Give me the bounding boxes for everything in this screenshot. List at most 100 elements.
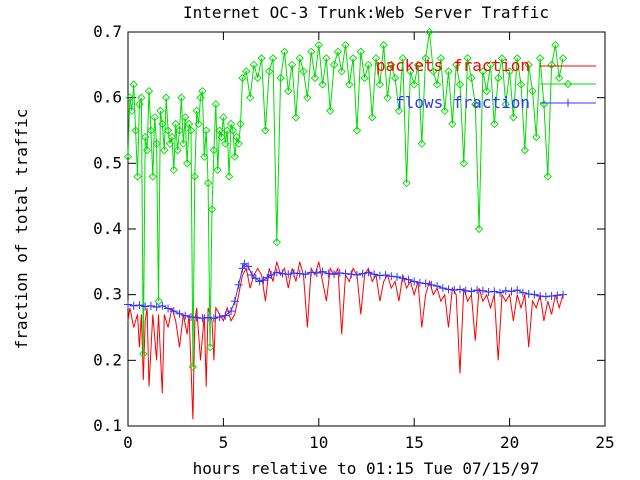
x-axis: 0 5 10 15 20 25 bbox=[123, 32, 615, 452]
data-point bbox=[284, 270, 293, 279]
data-point bbox=[196, 93, 205, 102]
data-point bbox=[226, 119, 236, 129]
data-point bbox=[505, 67, 514, 76]
y-tick-label: 0.5 bbox=[93, 153, 122, 172]
data-point bbox=[152, 303, 161, 312]
data-point bbox=[280, 47, 289, 56]
data-point bbox=[184, 119, 194, 129]
data-point bbox=[509, 113, 518, 122]
data-point bbox=[186, 126, 196, 135]
data-point bbox=[364, 268, 373, 277]
data-point bbox=[432, 80, 442, 89]
data-point bbox=[335, 268, 344, 277]
data-point bbox=[179, 139, 188, 148]
data-point bbox=[541, 292, 550, 301]
y-tick-label: 0.6 bbox=[93, 88, 122, 107]
data-point bbox=[230, 297, 239, 306]
data-point bbox=[467, 287, 476, 296]
data-point bbox=[203, 178, 213, 188]
data-point bbox=[141, 302, 150, 311]
y-tick-label: 0.7 bbox=[93, 22, 122, 41]
data-point bbox=[221, 311, 230, 320]
data-point bbox=[532, 132, 541, 142]
data-point bbox=[158, 301, 167, 310]
data-point bbox=[160, 146, 169, 155]
data-point bbox=[253, 73, 262, 83]
data-point bbox=[349, 54, 358, 63]
data-point bbox=[299, 67, 308, 76]
data-point bbox=[209, 146, 218, 155]
data-point bbox=[295, 269, 304, 278]
data-point bbox=[261, 126, 270, 135]
data-point bbox=[459, 159, 468, 168]
data-point bbox=[559, 290, 568, 299]
data-point bbox=[375, 271, 384, 280]
data-point bbox=[368, 113, 377, 122]
data-point bbox=[289, 268, 298, 277]
data-point bbox=[236, 119, 245, 129]
data-point bbox=[186, 312, 195, 321]
data-point bbox=[494, 73, 503, 83]
data-point bbox=[310, 73, 320, 83]
data-point bbox=[444, 67, 453, 76]
legend-label: flows fraction bbox=[395, 93, 530, 112]
data-point bbox=[169, 307, 178, 316]
data-point bbox=[518, 288, 527, 297]
data-point bbox=[535, 54, 545, 63]
data-point bbox=[154, 297, 163, 306]
data-point bbox=[322, 54, 331, 63]
data-point bbox=[364, 60, 373, 69]
data-point bbox=[379, 40, 388, 50]
data-point bbox=[163, 126, 173, 135]
data-point bbox=[198, 314, 207, 323]
data-point bbox=[312, 268, 321, 277]
series-0 bbox=[127, 261, 564, 420]
data-point bbox=[183, 159, 192, 168]
data-point bbox=[173, 146, 182, 155]
data-point bbox=[553, 291, 562, 300]
data-point bbox=[497, 54, 507, 63]
data-point bbox=[190, 172, 199, 181]
y-tick-label: 0.1 bbox=[93, 416, 122, 435]
data-point bbox=[452, 60, 461, 69]
data-point bbox=[276, 73, 285, 83]
data-point bbox=[352, 270, 361, 279]
data-point bbox=[356, 47, 365, 56]
data-point bbox=[398, 274, 407, 283]
data-point bbox=[383, 93, 392, 102]
data-point bbox=[131, 126, 140, 135]
data-point bbox=[192, 313, 201, 322]
data-point bbox=[347, 270, 356, 279]
data-point bbox=[148, 172, 157, 181]
data-point bbox=[341, 40, 350, 50]
series-1 bbox=[123, 27, 568, 372]
data-point bbox=[146, 301, 155, 310]
data-point bbox=[133, 172, 142, 181]
data-point bbox=[345, 80, 354, 89]
data-point bbox=[337, 67, 346, 76]
data-point bbox=[461, 286, 470, 295]
x-tick-label: 10 bbox=[309, 433, 328, 452]
data-point bbox=[167, 132, 177, 142]
data-point bbox=[520, 146, 530, 155]
data-point bbox=[404, 275, 413, 284]
data-point bbox=[144, 86, 154, 96]
data-point bbox=[152, 139, 161, 148]
data-point bbox=[234, 280, 243, 289]
data-point bbox=[490, 287, 499, 296]
data-point bbox=[301, 270, 310, 279]
data-point bbox=[352, 126, 362, 135]
data-point bbox=[341, 269, 350, 278]
data-point bbox=[410, 80, 419, 89]
data-point bbox=[398, 54, 407, 63]
data-point bbox=[215, 312, 224, 321]
data-point bbox=[124, 300, 132, 309]
data-point bbox=[507, 287, 516, 296]
data-point bbox=[444, 285, 453, 294]
data-point bbox=[450, 286, 459, 295]
data-point bbox=[158, 119, 167, 129]
series-2 bbox=[124, 259, 568, 323]
data-point bbox=[171, 119, 180, 129]
data-point bbox=[473, 286, 482, 295]
